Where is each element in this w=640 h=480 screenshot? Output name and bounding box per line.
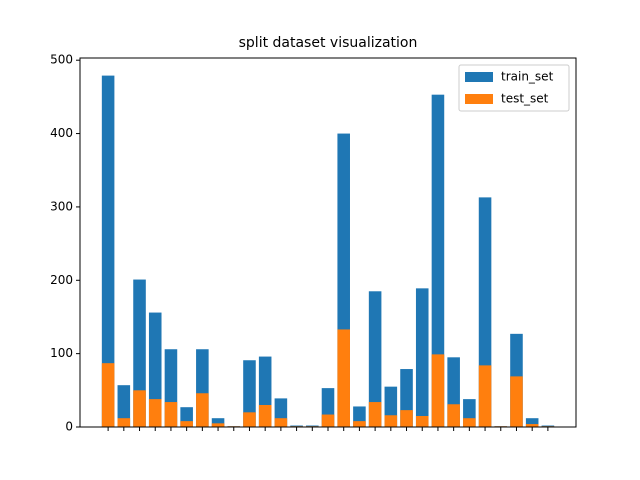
bar — [274, 418, 288, 427]
bar — [164, 402, 178, 427]
bar — [180, 421, 193, 427]
y-tick-label: 300 — [50, 199, 73, 213]
bar — [368, 402, 382, 427]
bar — [321, 414, 335, 427]
bar — [101, 363, 115, 427]
bar — [400, 410, 413, 427]
bar — [133, 279, 146, 427]
bar — [525, 424, 539, 427]
bar — [463, 418, 476, 427]
bar — [353, 421, 366, 427]
bar — [148, 399, 162, 427]
y-tick-label: 200 — [50, 273, 73, 287]
legend-label: train_set — [501, 70, 554, 84]
bar — [211, 423, 225, 427]
bar — [478, 365, 492, 427]
bar — [368, 291, 382, 427]
y-tick-label: 100 — [50, 346, 73, 360]
chart-title: split dataset visualization — [239, 35, 418, 51]
plot-frame — [79, 57, 577, 428]
legend-swatch — [465, 94, 493, 104]
bar — [148, 312, 162, 427]
bar — [243, 360, 256, 427]
bar — [525, 418, 539, 427]
bar — [431, 94, 445, 427]
bar — [117, 418, 131, 427]
bar — [337, 329, 350, 427]
bar — [431, 354, 445, 427]
bar — [384, 415, 398, 427]
bar — [101, 75, 115, 428]
y-tick-label: 500 — [50, 53, 73, 67]
bar — [243, 412, 256, 427]
bar — [196, 393, 209, 427]
bar — [415, 415, 429, 427]
bar — [133, 390, 146, 427]
bar — [211, 418, 225, 427]
y-tick-label: 400 — [50, 126, 73, 140]
legend-label: test_set — [501, 92, 549, 106]
bar — [447, 404, 460, 427]
bar — [510, 376, 523, 427]
bar — [258, 404, 272, 427]
bar — [415, 288, 429, 427]
y-tick-label: 0 — [65, 420, 73, 434]
bar — [117, 385, 131, 427]
legend-swatch — [465, 72, 493, 82]
